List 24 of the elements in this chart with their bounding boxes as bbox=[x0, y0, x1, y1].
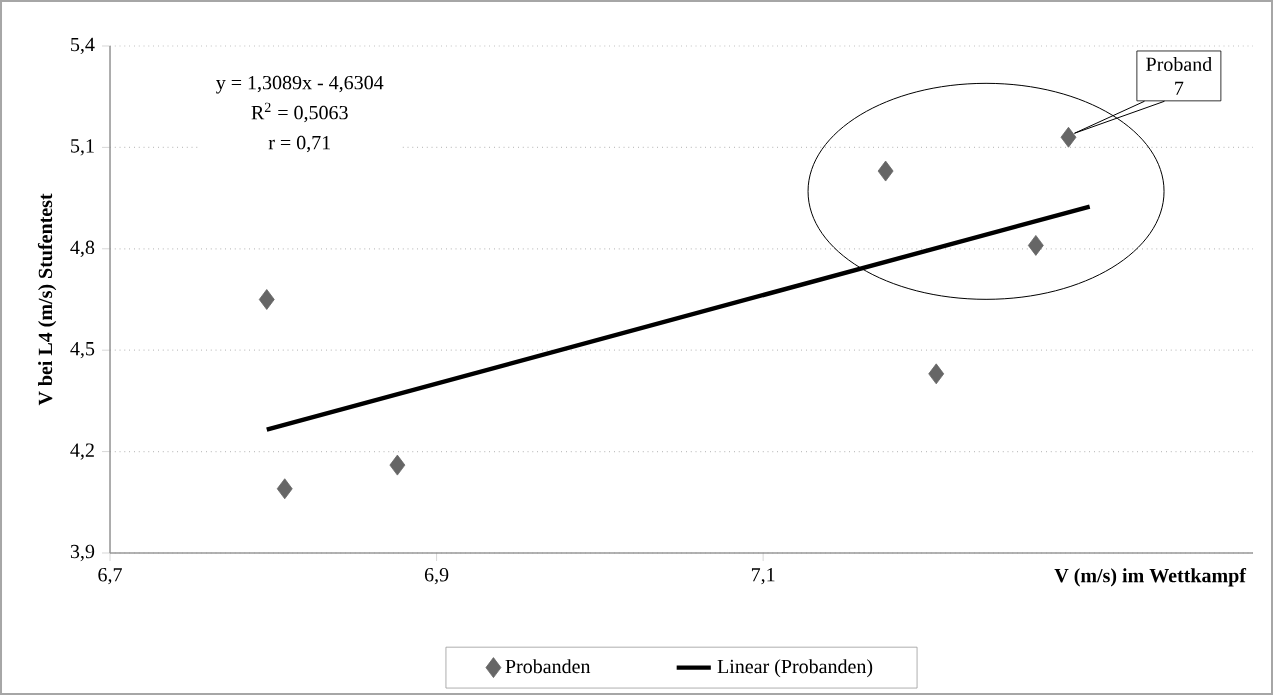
point bbox=[258, 289, 275, 310]
point bbox=[389, 454, 406, 476]
annotation: Proband 7 bbox=[1146, 56, 1212, 95]
x-tick-label: 7,1 bbox=[751, 568, 775, 585]
y-tick-label: 4,5 bbox=[70, 342, 95, 359]
annotation: R$^{2}$ = 0,5063 bbox=[251, 102, 348, 123]
x-tick-label: 6,9 bbox=[424, 568, 449, 585]
y-tick-label: 5,4 bbox=[71, 37, 95, 55]
legend-label: Linear (Probanden) bbox=[717, 659, 873, 678]
point bbox=[1060, 126, 1077, 148]
y-tick-label: 5,1 bbox=[71, 139, 94, 156]
x-tick-label: 6,7 bbox=[98, 568, 122, 585]
y-tick-label: 4,2 bbox=[70, 443, 94, 460]
annotation: r = 0,71 bbox=[268, 135, 331, 153]
y-tick-label: 3,9 bbox=[70, 544, 95, 562]
annotation: y = 1,3089x - 4,6304 bbox=[216, 75, 384, 94]
point bbox=[1027, 235, 1044, 256]
point bbox=[276, 478, 293, 500]
y-tick-label: 4,8 bbox=[70, 240, 95, 257]
legend-label: Probanden bbox=[505, 659, 591, 674]
x-axis-title: V (m/s) im Wettkampf bbox=[1054, 568, 1247, 587]
point bbox=[928, 363, 945, 385]
y-axis-title: V bei L4 (m/s) Stufentest bbox=[37, 193, 57, 406]
point bbox=[877, 160, 894, 182]
